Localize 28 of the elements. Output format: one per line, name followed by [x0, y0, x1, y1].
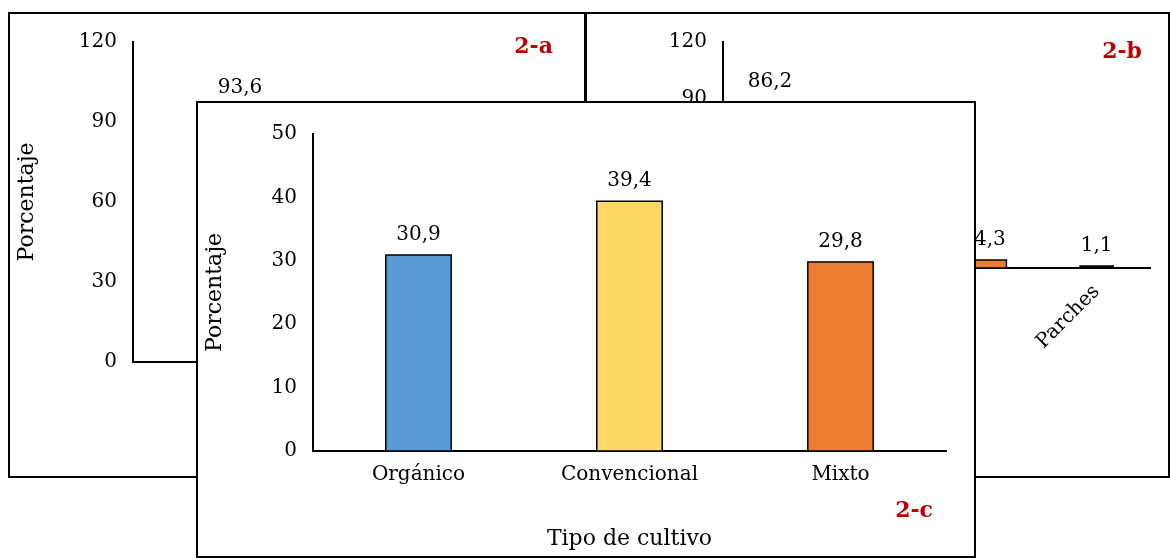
text: 2-c	[895, 495, 933, 522]
data-label: 39,4	[607, 167, 652, 192]
annotation: 86,2	[747, 68, 793, 93]
y-axis-title: Porcentaje	[12, 142, 38, 262]
x-axis-title: Tipo de cultivo	[546, 524, 713, 550]
y-tick-label: 30	[271, 247, 297, 271]
data-label: 1,1	[1080, 232, 1113, 257]
y-axis-title: Porcentaje	[200, 233, 226, 352]
y-tick-label: 120	[668, 28, 707, 53]
y-tick-label: 10	[271, 373, 297, 398]
x-tick-label: Convencional	[560, 461, 699, 486]
y-tick-label: 0	[284, 437, 297, 462]
x-tick-label: Orgánico	[371, 461, 466, 486]
annotation: 2-a	[514, 31, 553, 58]
data-label: 30,9	[396, 221, 441, 246]
y-tick-label: 50	[271, 120, 297, 145]
annotation: 2-b	[1102, 36, 1142, 63]
y-tick-label: 20	[271, 310, 297, 335]
x-tick-label: Mixto	[811, 461, 870, 486]
data-label: 29,8	[818, 228, 863, 253]
y-tick-label: 0	[104, 348, 117, 373]
y-tick-label: 60	[91, 188, 117, 213]
data-label: 4,3	[973, 226, 1006, 251]
y-tick-label: 40	[271, 183, 297, 208]
y-tick-label: 90	[91, 108, 117, 133]
y-tick-label: 120	[78, 28, 117, 53]
annotation: 93,6	[217, 74, 263, 99]
y-tick-label: 30	[91, 268, 117, 293]
